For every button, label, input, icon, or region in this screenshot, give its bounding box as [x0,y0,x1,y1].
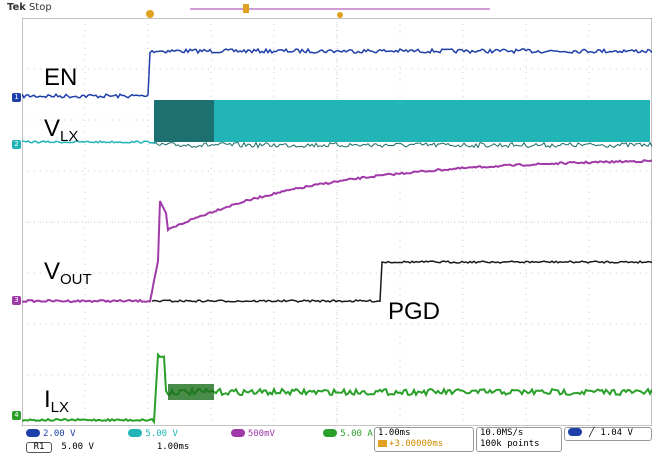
timebase-value: 1.00ms [378,428,411,438]
ch2-icon [128,429,143,437]
record-position-indicator [146,4,490,18]
trigger-source-icon [568,428,582,436]
ch3-scale[interactable]: 500mV [247,429,275,439]
ch4-icon [323,429,338,437]
ch1-scale[interactable]: 2.00 V [43,429,76,439]
ch1-ground-marker[interactable]: 1 [12,93,21,102]
ch4-ground-marker[interactable]: 4 [12,411,21,420]
channel-scale-row: 2.00 V 5.00 V 500mV 5.00 A [26,428,386,440]
rising-edge-icon: ╱ [589,428,595,438]
acquisition-settings[interactable]: 10.0MS/s 100k points [476,427,562,452]
scope-top-bar: Tek Stop [0,0,658,18]
status-bar: 2.00 V 5.00 V 500mV 5.00 A R1 5.00 V 1.0… [22,427,652,453]
ch3-ground-marker[interactable]: 3 [12,296,21,305]
trace-vlx-idle [22,140,157,144]
trace-en [22,47,652,100]
label-vlx: VLX [44,115,79,146]
trace-vlx-lower-edge [153,141,652,149]
reference-row: R1 5.00 V 1.00ms [26,441,366,453]
ref-channel-badge[interactable]: R1 [26,442,52,453]
label-vout: VOUT [44,258,92,289]
label-ilx: ILX [44,386,70,417]
ch2-ground-marker[interactable]: 2 [12,140,21,149]
ch3-icon [230,429,245,437]
label-en: EN [44,64,78,91]
trace-vlx-band [154,100,650,142]
horizontal-settings[interactable]: 1.00ms +3.00000ms [374,427,474,452]
trace-vout [22,159,652,304]
trigger-position-icon [378,440,387,447]
trace-ilx [22,352,652,425]
trigger-settings[interactable]: ╱ 1.04 V [564,427,652,441]
ref-scale: 5.00 V [61,442,94,452]
trigger-time-marker [146,10,154,18]
brand-label: Tek Stop [7,2,52,13]
trigger-position-value: +3.00000ms [378,439,470,450]
ch1-icon [26,429,40,437]
waveform-display: EN VLX VOUT PGD ILX [22,18,652,426]
record-length: 100k points [480,439,540,449]
ref-timebase: 1.00ms [156,442,190,452]
waveform-plot [22,18,652,426]
sample-rate: 10.0MS/s [480,428,524,438]
trace-ilx-startup-band [168,384,214,400]
acquisition-status: Stop [28,2,52,13]
center-marker [337,12,343,18]
trace-vlx-startup [154,100,214,142]
ch2-scale[interactable]: 5.00 V [145,429,178,439]
label-pgd: PGD [388,298,441,325]
ch4-scale[interactable]: 5.00 A [340,429,373,439]
trigger-level: 1.04 V [600,428,633,438]
trace-pgd [151,260,652,303]
trigger-position-marker [243,4,249,13]
